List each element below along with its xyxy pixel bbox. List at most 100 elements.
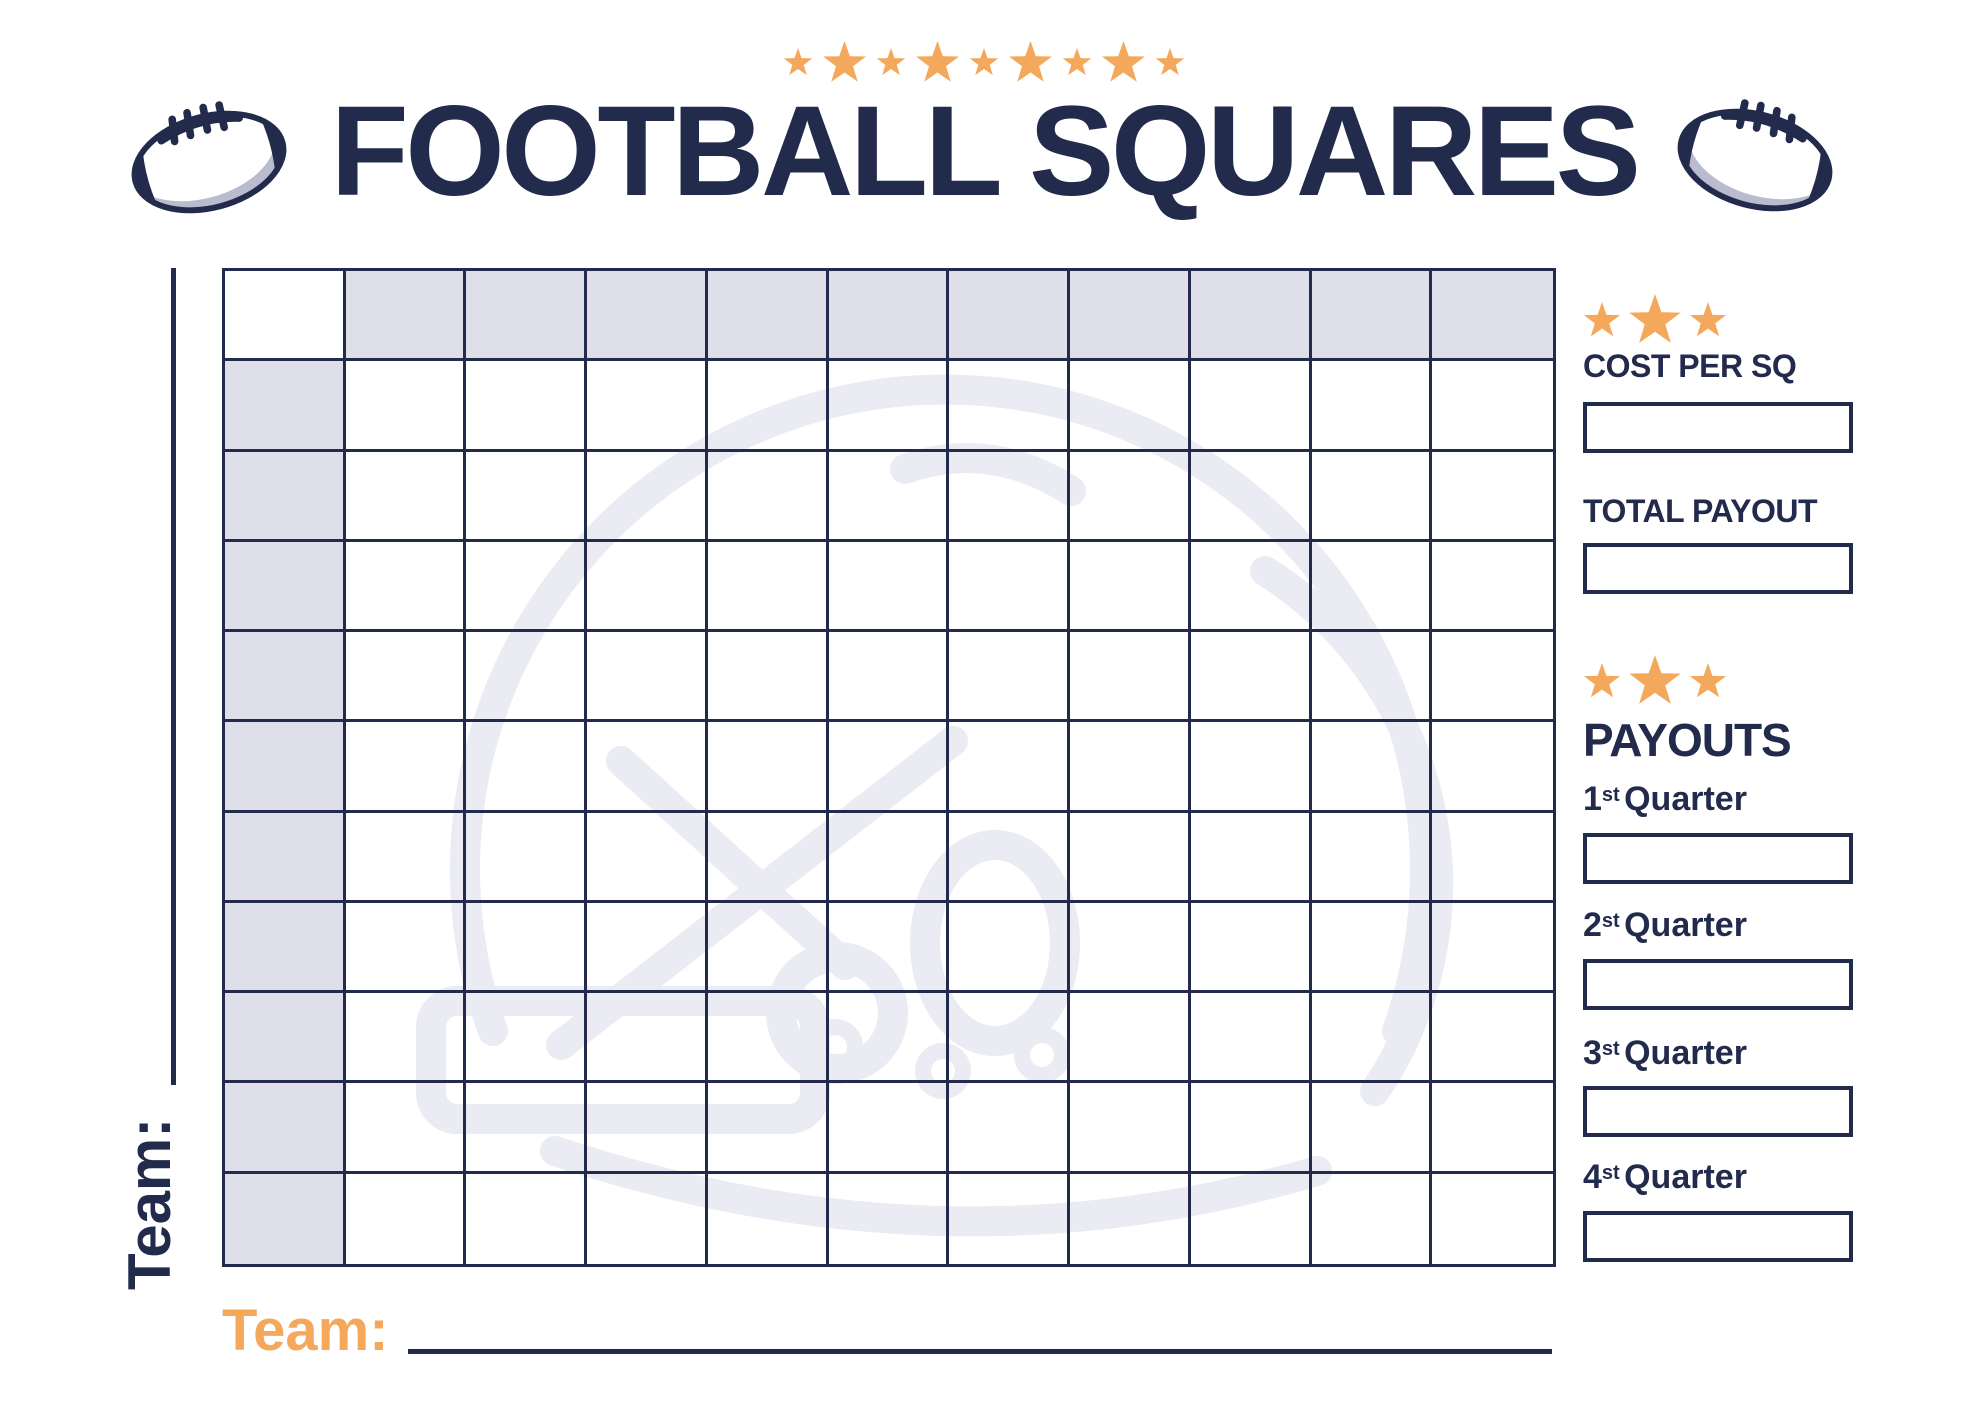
square-cell[interactable] — [1070, 451, 1191, 542]
square-cell[interactable] — [1190, 361, 1312, 452]
square-cell[interactable] — [949, 451, 1071, 542]
square-cell[interactable] — [949, 812, 1071, 903]
square-cell[interactable] — [1312, 1173, 1433, 1264]
square-cell[interactable] — [828, 722, 950, 813]
square-cell[interactable] — [1190, 722, 1312, 813]
square-cell[interactable] — [1191, 1173, 1312, 1264]
square-cell[interactable] — [1311, 361, 1433, 452]
square-cell[interactable] — [828, 1083, 950, 1174]
square-cell[interactable] — [949, 541, 1071, 633]
square-cell[interactable] — [707, 541, 829, 633]
square-cell[interactable] — [1432, 722, 1553, 813]
top-number-cell[interactable] — [466, 271, 588, 362]
square-cell[interactable] — [345, 361, 467, 452]
quarter-3-input[interactable] — [1583, 1086, 1853, 1137]
left-number-cell[interactable] — [225, 902, 346, 994]
square-cell[interactable] — [949, 1083, 1071, 1174]
quarter-4-input[interactable] — [1583, 1211, 1853, 1262]
square-cell[interactable] — [1190, 632, 1312, 723]
square-cell[interactable] — [466, 1083, 588, 1174]
square-cell[interactable] — [708, 1173, 829, 1264]
square-cell[interactable] — [1432, 813, 1553, 903]
square-cell[interactable] — [1311, 993, 1433, 1084]
top-number-cell[interactable] — [949, 271, 1071, 362]
square-cell[interactable] — [828, 541, 950, 633]
square-cell[interactable] — [707, 451, 829, 542]
top-number-cell[interactable] — [587, 271, 708, 362]
square-cell[interactable] — [949, 632, 1071, 723]
square-cell[interactable] — [587, 812, 708, 903]
square-cell[interactable] — [1432, 903, 1553, 994]
square-cell[interactable] — [345, 993, 467, 1084]
square-cell[interactable] — [828, 902, 950, 994]
top-number-cell[interactable] — [1190, 271, 1312, 362]
square-cell[interactable] — [587, 902, 708, 994]
square-cell[interactable] — [1070, 632, 1191, 723]
square-cell[interactable] — [1190, 541, 1312, 633]
square-cell[interactable] — [828, 632, 950, 723]
square-cell[interactable] — [1070, 812, 1191, 903]
corner-cell[interactable] — [225, 271, 346, 362]
square-cell[interactable] — [828, 993, 950, 1084]
square-cell[interactable] — [1190, 1083, 1312, 1174]
square-cell[interactable] — [1070, 993, 1191, 1084]
square-cell[interactable] — [1311, 1083, 1433, 1174]
square-cell[interactable] — [707, 632, 829, 723]
square-cell[interactable] — [1070, 722, 1191, 813]
square-cell[interactable] — [587, 993, 708, 1084]
square-cell[interactable] — [345, 722, 467, 813]
square-cell[interactable] — [345, 541, 467, 633]
square-cell[interactable] — [707, 722, 829, 813]
square-cell[interactable] — [1432, 542, 1553, 633]
top-number-cell[interactable] — [345, 271, 467, 362]
left-number-cell[interactable] — [225, 993, 346, 1084]
square-cell[interactable] — [345, 812, 467, 903]
square-cell[interactable] — [1432, 632, 1553, 723]
square-cell[interactable] — [587, 632, 708, 723]
square-cell[interactable] — [345, 902, 467, 994]
square-cell[interactable] — [828, 812, 950, 903]
square-cell[interactable] — [949, 722, 1071, 813]
square-cell[interactable] — [1070, 361, 1191, 452]
left-number-cell[interactable] — [225, 632, 346, 723]
square-cell[interactable] — [828, 451, 950, 542]
top-number-cell[interactable] — [1070, 271, 1191, 362]
top-number-cell[interactable] — [828, 271, 950, 362]
square-cell[interactable] — [587, 1173, 708, 1264]
square-cell[interactable] — [707, 902, 829, 994]
square-cell[interactable] — [949, 361, 1071, 452]
square-cell[interactable] — [1311, 632, 1433, 723]
square-cell[interactable] — [466, 993, 588, 1084]
square-cell[interactable] — [949, 1173, 1071, 1264]
left-number-cell[interactable] — [225, 1173, 346, 1264]
square-cell[interactable] — [1070, 1173, 1191, 1264]
square-cell[interactable] — [1311, 812, 1433, 903]
team-bottom-line[interactable] — [408, 1349, 1552, 1354]
square-cell[interactable] — [1070, 541, 1191, 633]
square-cell[interactable] — [949, 902, 1071, 994]
left-number-cell[interactable] — [225, 451, 346, 542]
square-cell[interactable] — [1432, 361, 1553, 452]
square-cell[interactable] — [466, 451, 588, 542]
top-number-cell[interactable] — [1311, 271, 1433, 362]
square-cell[interactable] — [707, 812, 829, 903]
square-cell[interactable] — [707, 993, 829, 1084]
square-cell[interactable] — [828, 361, 950, 452]
square-cell[interactable] — [466, 632, 588, 723]
top-number-cell[interactable] — [707, 271, 829, 362]
square-cell[interactable] — [1311, 451, 1433, 542]
square-cell[interactable] — [466, 722, 588, 813]
square-cell[interactable] — [1311, 902, 1433, 994]
square-cell[interactable] — [949, 993, 1071, 1084]
square-cell[interactable] — [587, 361, 708, 452]
square-cell[interactable] — [587, 451, 708, 542]
square-cell[interactable] — [466, 812, 588, 903]
square-cell[interactable] — [1432, 1174, 1553, 1264]
square-cell[interactable] — [587, 722, 708, 813]
square-cell[interactable] — [345, 632, 467, 723]
quarter-2-input[interactable] — [1583, 959, 1853, 1010]
square-cell[interactable] — [829, 1173, 950, 1264]
left-number-cell[interactable] — [225, 361, 346, 452]
square-cell[interactable] — [1190, 993, 1312, 1084]
square-cell[interactable] — [1311, 541, 1433, 633]
